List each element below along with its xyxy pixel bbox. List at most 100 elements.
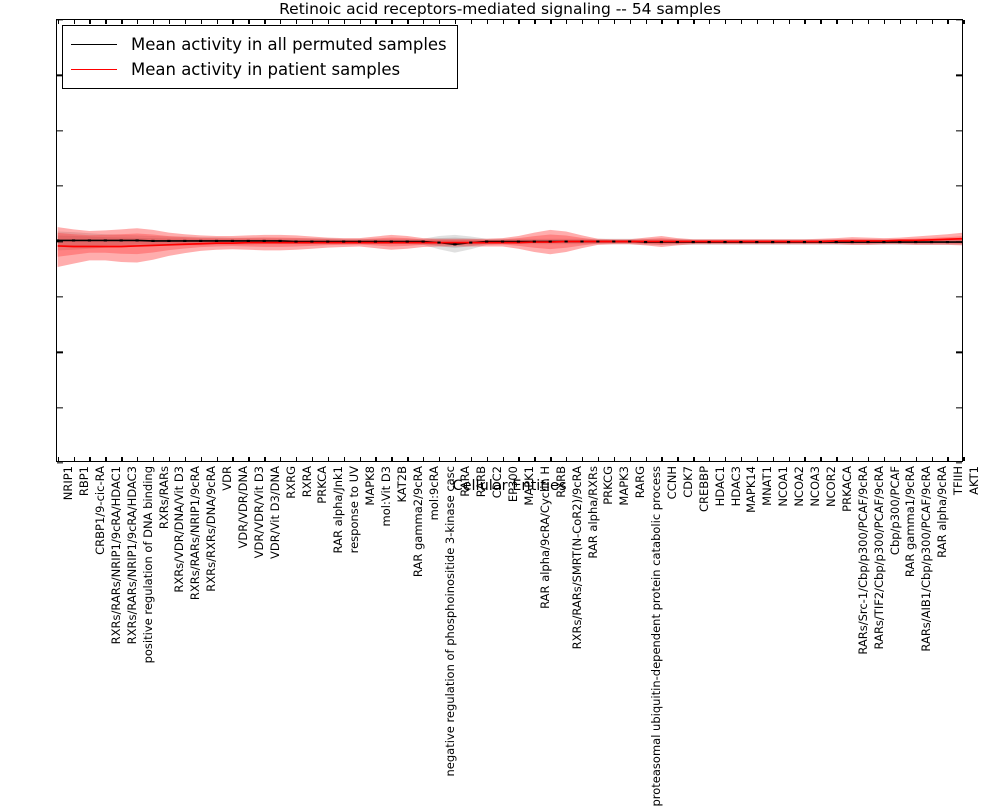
x-tick-label: RBP1 xyxy=(77,466,92,497)
x-tick-label: PRKCG xyxy=(601,466,616,505)
x-tick-mark xyxy=(184,20,187,24)
x-tick-label: RXRs/RARs/NRIP1/9cRA/HDAC1 xyxy=(108,466,123,645)
x-tick-label: PRKCA xyxy=(315,466,330,504)
x-tick-label: RAR gamma2/9cRA xyxy=(410,466,425,578)
x-tick-mark xyxy=(613,20,616,24)
x-tick-mark xyxy=(248,20,250,24)
x-tick-label: MAPK14 xyxy=(744,466,759,513)
x-tick-mark xyxy=(693,457,695,461)
y-tick-mark xyxy=(57,240,63,243)
x-tick-mark xyxy=(502,20,504,24)
x-tick-mark xyxy=(518,457,520,461)
x-tick-mark xyxy=(550,457,552,461)
x-tick-mark xyxy=(597,20,600,24)
x-tick-mark xyxy=(391,20,393,24)
x-tick-label: VDR xyxy=(220,466,235,491)
x-tick-mark xyxy=(534,457,536,461)
x-tick-mark xyxy=(852,457,854,461)
x-tick-mark xyxy=(534,20,536,24)
x-tick-label: RARs/Src-1/Cbp/p300/PCAF/9cRA xyxy=(855,466,870,655)
x-tick-label: AKT1 xyxy=(966,466,981,495)
x-tick-mark xyxy=(788,457,790,461)
x-tick-mark xyxy=(391,457,393,461)
x-tick-mark xyxy=(947,20,949,24)
x-tick-label: HDAC1 xyxy=(712,466,727,507)
legend-item: Mean activity in all permuted samples xyxy=(71,32,447,57)
x-tick-mark xyxy=(152,457,155,461)
x-tick-mark xyxy=(200,457,202,461)
x-tick-mark xyxy=(232,457,234,461)
x-tick-mark xyxy=(375,20,377,24)
x-tick-mark xyxy=(343,20,345,24)
x-tick-mark xyxy=(899,20,902,24)
x-tick-mark xyxy=(931,457,933,461)
x-tick-label: RAR alpha/RXRs xyxy=(585,466,600,559)
x-tick-label: NCOA2 xyxy=(792,466,807,507)
x-tick-mark xyxy=(168,457,171,461)
x-tick-mark xyxy=(295,457,298,461)
x-tick-label: RXRs/RARs xyxy=(156,466,171,530)
x-tick-mark xyxy=(121,20,123,24)
x-tick-label: RXRs/RXRs/DNA/9cRA xyxy=(204,466,219,592)
x-tick-label: CRBP1/9-cic-RA xyxy=(93,466,108,555)
x-tick-label: CDC2 xyxy=(490,466,505,499)
x-tick-mark xyxy=(788,20,790,24)
x-tick-mark xyxy=(137,20,139,24)
x-tick-label: NCOR2 xyxy=(823,466,838,507)
x-tick-mark xyxy=(264,457,266,461)
x-tick-mark xyxy=(725,20,727,24)
x-tick-mark xyxy=(963,457,965,461)
x-tick-mark xyxy=(709,20,711,24)
x-tick-mark xyxy=(57,457,59,461)
band-patient xyxy=(57,227,962,267)
x-tick-mark xyxy=(915,457,917,461)
x-tick-mark xyxy=(852,20,854,24)
x-tick-mark xyxy=(804,20,806,24)
plot-clip xyxy=(57,20,962,461)
x-tick-mark xyxy=(89,20,91,24)
x-tick-mark xyxy=(725,457,727,461)
marker-dots-permuted xyxy=(57,239,962,246)
x-tick-mark xyxy=(152,20,155,24)
x-tick-mark xyxy=(470,457,473,461)
x-tick-mark xyxy=(327,20,330,24)
x-tick-mark xyxy=(343,457,345,461)
x-tick-label: NCOA1 xyxy=(776,466,791,507)
x-tick-mark xyxy=(105,20,107,24)
x-tick-label: RARs/TIF2/Cbp/p300/PCAF/9cRA xyxy=(871,466,886,650)
x-tick-mark xyxy=(438,457,441,461)
x-tick-mark xyxy=(280,457,282,461)
y-tick-mark xyxy=(57,185,63,187)
x-tick-mark xyxy=(550,20,552,24)
y-tick-mark xyxy=(57,406,63,409)
x-tick-mark xyxy=(502,457,504,461)
x-tick-mark xyxy=(311,20,314,24)
x-tick-label: CREBBP xyxy=(696,466,711,512)
x-tick-mark xyxy=(582,20,584,24)
x-tick-mark xyxy=(756,20,759,24)
x-tick-label: proteasomal ubiquitin-dependent protein … xyxy=(649,466,664,807)
x-tick-mark xyxy=(820,20,822,24)
x-tick-mark xyxy=(73,457,75,461)
y-tick-mark xyxy=(57,351,63,353)
y-tick-mark xyxy=(956,406,962,409)
x-tick-mark xyxy=(772,457,774,461)
x-tick-label: RARA xyxy=(458,466,473,497)
x-tick-label: EP300 xyxy=(506,466,521,503)
x-tick-mark xyxy=(931,20,933,24)
y-tick-mark xyxy=(956,240,962,243)
x-tick-mark xyxy=(947,457,949,461)
x-tick-mark xyxy=(709,457,711,461)
x-tick-mark xyxy=(73,20,75,24)
x-tick-label: RAR alpha/9cRA xyxy=(935,466,950,558)
x-tick-mark xyxy=(486,20,488,24)
x-tick-label: PRKACA xyxy=(839,466,854,512)
x-tick-mark xyxy=(820,457,822,461)
x-tick-mark xyxy=(883,20,886,24)
x-tick-mark xyxy=(311,457,314,461)
x-tick-mark xyxy=(280,20,282,24)
x-tick-mark xyxy=(423,457,425,461)
x-tick-mark xyxy=(883,457,886,461)
plot-area xyxy=(56,19,965,464)
x-tick-mark xyxy=(121,457,123,461)
